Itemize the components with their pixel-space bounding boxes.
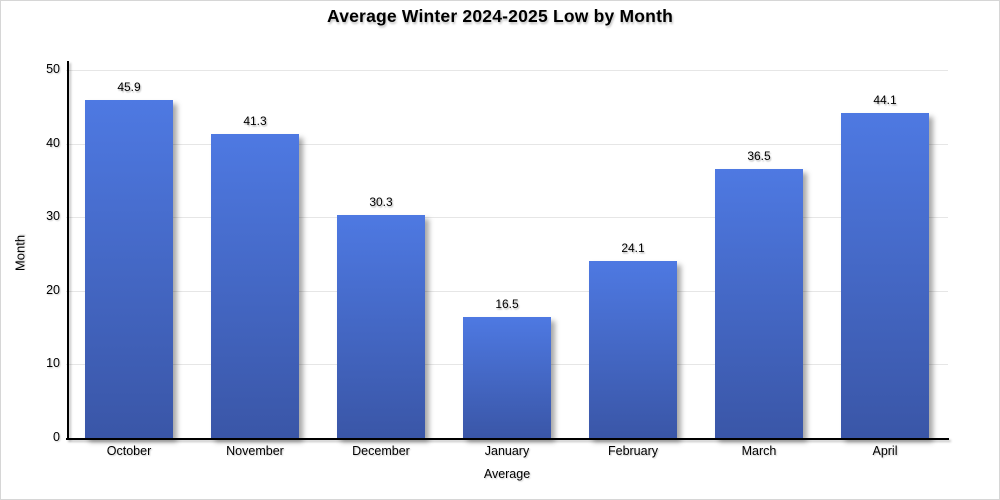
x-tick-label-february: February [607,444,659,458]
y-tick-label: 30 [46,209,60,223]
y-tick-label: 10 [46,356,60,370]
bar-value-label: 16.5 [495,297,519,311]
bar-february [589,261,677,438]
bar-value-label: 44.1 [873,93,897,107]
bar-november [211,134,299,438]
bar-value-label: 36.5 [747,149,771,163]
x-tick-label-october: October [106,444,152,458]
y-axis-line [67,61,69,439]
plot-area: 45.9 41.3 30.3 16.5 24.1 36.5 44.1 [66,70,948,438]
chart-title: Average Winter 2024-2025 Low by Month [327,6,673,26]
bar-april [841,113,929,438]
gridline [66,143,948,145]
x-tick-label-january: January [484,444,530,458]
gridline [66,290,948,292]
y-tick-label: 0 [53,430,60,444]
bar-value-label: 30.3 [369,195,393,209]
bar-january [463,317,551,438]
x-tick-label-march: March [741,444,777,458]
bar-value-label: 45.9 [117,80,141,94]
x-tick-label-april: April [872,444,898,458]
bar-december [337,215,425,438]
bar-march [715,169,803,438]
x-tick-label-november: November [226,444,284,458]
gridline [66,217,948,219]
y-tick-label: 20 [46,283,60,297]
bar-value-label: 24.1 [621,241,645,255]
y-tick-label: 40 [46,136,60,150]
bar-october [85,100,173,438]
y-axis-title: Month [12,234,28,272]
x-axis-line [66,438,949,440]
gridline [66,70,948,71]
x-axis-title: Average [483,467,531,481]
bar-value-label: 41.3 [243,114,267,128]
y-tick-label: 50 [46,62,60,76]
x-tick-label-december: December [352,444,410,458]
